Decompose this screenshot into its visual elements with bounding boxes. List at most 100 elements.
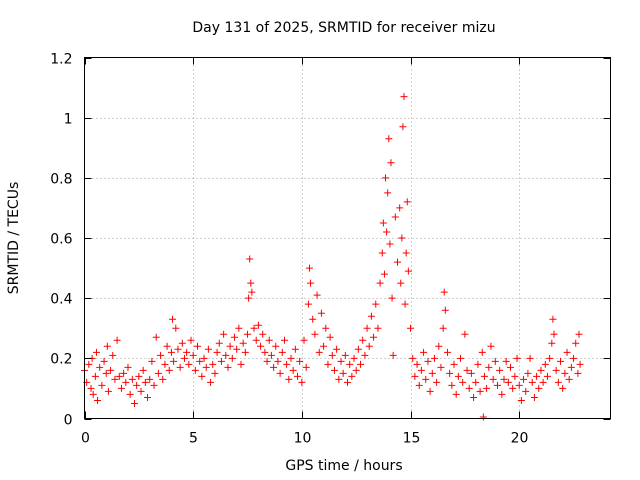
data-point [246,255,254,263]
data-point [463,366,471,374]
data-point [413,360,421,368]
data-point [300,336,308,344]
data-point [526,354,534,362]
data-point [196,357,204,365]
data-point [344,378,351,386]
data-point [102,369,110,377]
data-point [296,357,304,365]
data-point [159,375,167,383]
data-point [546,354,554,362]
data-point [398,234,406,242]
data-point [157,351,165,359]
data-point [539,378,547,386]
data-point [576,360,584,368]
data-point [433,378,441,386]
data-point [439,324,447,332]
data-point [474,360,482,368]
data-point [567,363,575,371]
data-point [259,330,267,338]
data-point [148,357,156,365]
data-point [302,363,310,371]
data-point [146,375,154,383]
data-point [357,360,365,368]
data-point [493,381,501,389]
data-point [244,330,252,338]
data-point [215,339,223,347]
data-point [359,336,367,344]
data-point [548,339,556,347]
data-point [457,354,465,362]
data-point [549,315,557,323]
data-point [189,351,197,359]
data-point [109,351,117,359]
data-point [575,330,583,338]
data-point [233,345,241,353]
data-point [111,375,119,383]
data-point [424,357,432,365]
data-point [220,330,228,338]
data-point [380,270,388,278]
data-point [348,372,356,380]
data-point [133,381,141,389]
data-point [346,360,354,368]
data-point [520,375,528,383]
data-point [294,372,302,380]
data-point [211,369,219,377]
data-point [304,300,312,308]
data-point [572,339,580,347]
data-point [491,357,499,365]
data-point [554,378,562,386]
data-point [104,387,112,395]
data-point [557,357,565,365]
x-axis-label: GPS time / hours [285,458,402,474]
data-point [261,348,269,356]
data-point [367,312,375,320]
data-point [98,381,106,389]
data-point [224,363,232,371]
data-points [81,93,584,421]
data-point [141,378,149,386]
data-point [237,360,245,368]
data-point [135,372,143,380]
data-point [317,309,325,317]
data-point [117,384,125,392]
y-tick-label: 0.6 [50,232,72,248]
data-point [139,366,147,374]
data-point [283,360,291,368]
data-point [248,288,256,296]
data-point [393,258,401,266]
data-point [163,342,171,350]
data-point [489,375,497,383]
data-point [200,354,208,362]
data-point [150,381,158,389]
y-tick-label: 1 [64,112,73,128]
data-point [204,345,212,353]
data-point [372,300,380,308]
data-point [446,369,454,377]
data-point [130,399,138,407]
data-point [241,348,249,356]
data-point [291,345,299,353]
data-point [452,390,460,398]
tick-marks [84,57,611,420]
x-tick-label: 5 [189,431,198,447]
data-point [507,363,515,371]
data-point [385,135,393,143]
data-point [504,378,512,386]
data-point [96,363,104,371]
data-point [420,348,428,356]
y-tick-label: 0.4 [50,292,72,308]
data-point [326,333,334,341]
data-point [226,342,234,350]
data-point [365,342,373,350]
data-point [378,249,386,257]
data-point [561,369,569,377]
data-point [437,363,445,371]
data-point [178,339,186,347]
tick-labels: 0 5 10 15 20 0 0.2 0.4 0.6 0.8 1 1.2 [50,52,528,447]
data-point [350,354,358,362]
data-point [167,348,175,356]
data-point [315,348,323,356]
data-point [311,330,319,338]
data-point [328,351,336,359]
